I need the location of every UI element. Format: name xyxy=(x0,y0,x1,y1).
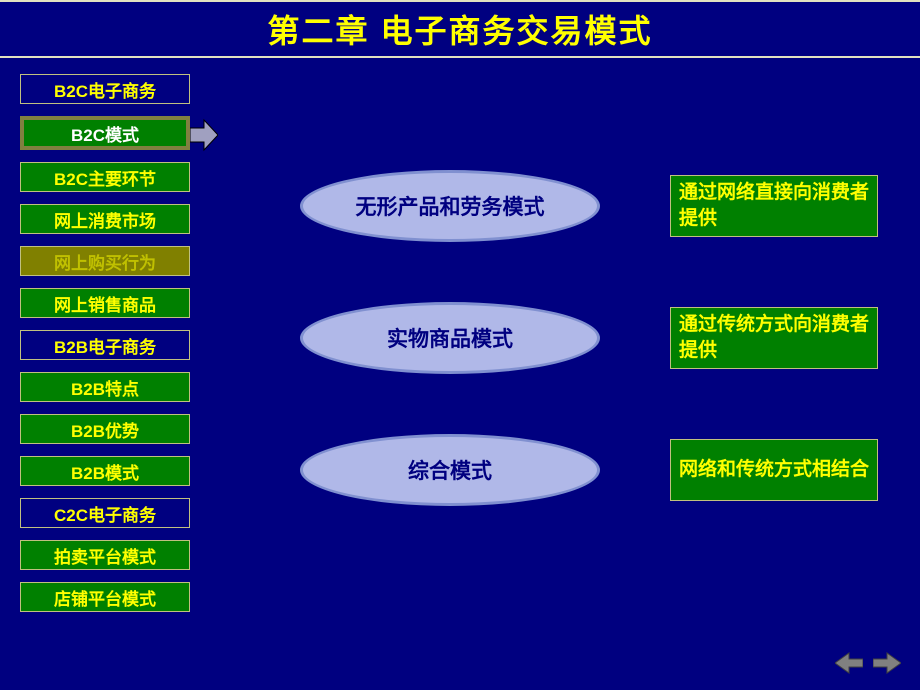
mode-desc-label: 通过传统方式向消费者提供 xyxy=(679,312,869,363)
mode-ellipse-2: 综合模式 xyxy=(300,434,600,506)
mode-desc-2: 网络和传统方式相结合 xyxy=(670,439,878,501)
sidebar-item-label: B2C主要环节 xyxy=(54,165,156,190)
prev-slide-button[interactable] xyxy=(834,650,864,676)
sidebar-item-label: 店铺平台模式 xyxy=(54,585,156,610)
sidebar-item-5[interactable]: 网上销售商品 xyxy=(20,288,190,318)
sidebar-item-11[interactable]: 拍卖平台模式 xyxy=(20,540,190,570)
mode-desc-0: 通过网络直接向消费者提供 xyxy=(670,175,878,237)
mode-desc-label: 网络和传统方式相结合 xyxy=(679,457,869,483)
content-area: 无形产品和劳务模式 通过网络直接向消费者提供实物商品模式 通过传统方式向消费者提供综… xyxy=(240,170,900,566)
page-title: 第二章 电子商务交易模式 xyxy=(268,6,653,52)
mode-ellipse-1: 实物商品模式 xyxy=(300,302,600,374)
sidebar-item-label: 网上购买行为 xyxy=(54,249,156,274)
content-row-2: 综合模式 网络和传统方式相结合 xyxy=(240,434,900,506)
mode-ellipse-label: 无形产品和劳务模式 xyxy=(356,191,545,221)
sidebar-item-label: B2B电子商务 xyxy=(54,333,156,358)
sidebar-item-label: C2C电子商务 xyxy=(54,501,156,526)
sidebar-item-7[interactable]: B2B特点 xyxy=(20,372,190,402)
sidebar-item-label: 网上消费市场 xyxy=(54,207,156,232)
sidebar-item-label: 网上销售商品 xyxy=(54,291,156,316)
next-slide-button[interactable] xyxy=(872,650,902,676)
content-row-1: 实物商品模式 通过传统方式向消费者提供 xyxy=(240,302,900,374)
active-item-pointer xyxy=(190,118,218,152)
mode-ellipse-label: 实物商品模式 xyxy=(387,323,513,353)
title-bar: 第二章 电子商务交易模式 xyxy=(0,0,920,58)
sidebar-item-3[interactable]: 网上消费市场 xyxy=(20,204,190,234)
mode-ellipse-label: 综合模式 xyxy=(408,455,492,485)
sidebar-item-label: B2B优势 xyxy=(71,417,139,442)
sidebar-item-8[interactable]: B2B优势 xyxy=(20,414,190,444)
sidebar-item-9[interactable]: B2B模式 xyxy=(20,456,190,486)
sidebar-item-label: B2B特点 xyxy=(71,375,139,400)
sidebar-item-2[interactable]: B2C主要环节 xyxy=(20,162,190,192)
sidebar-nav: B2C电子商务 B2C模式 B2C主要环节网上消费市场网上购买行为网上销售商品 B2B… xyxy=(20,74,190,612)
sidebar-item-label: B2C电子商务 xyxy=(54,77,156,102)
sidebar-item-1[interactable]: B2C模式 xyxy=(20,116,190,150)
sidebar-item-12[interactable]: 店铺平台模式 xyxy=(20,582,190,612)
mode-desc-label: 通过网络直接向消费者提供 xyxy=(679,180,869,231)
slide-nav-controls xyxy=(834,650,902,676)
sidebar-item-label: B2B模式 xyxy=(71,459,139,484)
sidebar-item-label: B2C模式 xyxy=(71,121,139,146)
mode-desc-1: 通过传统方式向消费者提供 xyxy=(670,307,878,369)
sidebar-item-6[interactable]: B2B电子商务 xyxy=(20,330,190,360)
sidebar-item-0[interactable]: B2C电子商务 xyxy=(20,74,190,104)
sidebar-item-4[interactable]: 网上购买行为 xyxy=(20,246,190,276)
content-row-0: 无形产品和劳务模式 通过网络直接向消费者提供 xyxy=(240,170,900,242)
sidebar-item-label: 拍卖平台模式 xyxy=(54,543,156,568)
sidebar-item-10[interactable]: C2C电子商务 xyxy=(20,498,190,528)
mode-ellipse-0: 无形产品和劳务模式 xyxy=(300,170,600,242)
